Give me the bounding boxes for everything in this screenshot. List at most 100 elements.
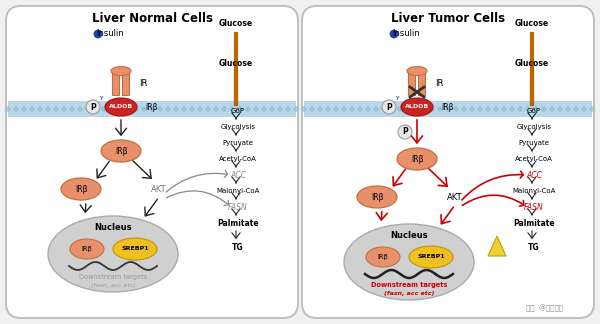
Polygon shape bbox=[197, 107, 203, 111]
Polygon shape bbox=[413, 107, 419, 111]
Text: Acetyl-CoA: Acetyl-CoA bbox=[219, 156, 257, 162]
Text: Malonyl-CoA: Malonyl-CoA bbox=[217, 188, 260, 194]
Polygon shape bbox=[94, 107, 98, 111]
FancyBboxPatch shape bbox=[113, 73, 119, 96]
Polygon shape bbox=[365, 107, 371, 111]
Polygon shape bbox=[574, 107, 578, 111]
Polygon shape bbox=[488, 236, 506, 256]
Text: FASN: FASN bbox=[228, 202, 248, 212]
Text: SREBP1: SREBP1 bbox=[417, 254, 445, 260]
Polygon shape bbox=[470, 107, 475, 111]
Text: FASN: FASN bbox=[524, 202, 544, 212]
Polygon shape bbox=[133, 107, 139, 111]
Circle shape bbox=[86, 100, 100, 114]
Text: IRβ: IRβ bbox=[377, 254, 388, 260]
Polygon shape bbox=[382, 107, 386, 111]
Text: 知乎  @一吵科学: 知乎 @一吵科学 bbox=[526, 304, 563, 312]
Text: Glucose: Glucose bbox=[219, 59, 253, 67]
Polygon shape bbox=[110, 107, 115, 111]
Text: AKT: AKT bbox=[151, 184, 167, 193]
Polygon shape bbox=[533, 107, 539, 111]
Text: Pyruvate: Pyruvate bbox=[223, 140, 254, 146]
Polygon shape bbox=[358, 107, 362, 111]
Text: Y: Y bbox=[100, 97, 103, 101]
Text: TG: TG bbox=[528, 242, 540, 251]
Text: Glycolysis: Glycolysis bbox=[221, 124, 256, 130]
Polygon shape bbox=[310, 107, 314, 111]
Polygon shape bbox=[302, 107, 307, 111]
Polygon shape bbox=[493, 107, 499, 111]
Polygon shape bbox=[542, 107, 547, 111]
Polygon shape bbox=[437, 107, 443, 111]
Text: P: P bbox=[386, 102, 392, 111]
Polygon shape bbox=[86, 107, 91, 111]
Text: Downstream targets: Downstream targets bbox=[371, 282, 447, 288]
Text: Palmitate: Palmitate bbox=[513, 218, 555, 227]
Bar bbox=[304, 101, 592, 117]
Polygon shape bbox=[77, 107, 83, 111]
Text: Y: Y bbox=[395, 97, 398, 101]
Text: Insulin: Insulin bbox=[96, 29, 124, 39]
Polygon shape bbox=[29, 107, 35, 111]
Polygon shape bbox=[205, 107, 211, 111]
Polygon shape bbox=[277, 107, 283, 111]
Ellipse shape bbox=[407, 66, 427, 75]
Polygon shape bbox=[454, 107, 458, 111]
Polygon shape bbox=[182, 107, 187, 111]
FancyBboxPatch shape bbox=[302, 6, 594, 318]
Polygon shape bbox=[589, 107, 595, 111]
FancyBboxPatch shape bbox=[6, 6, 298, 318]
Circle shape bbox=[382, 100, 396, 114]
Text: Glucose: Glucose bbox=[219, 19, 253, 29]
Text: Glycolysis: Glycolysis bbox=[517, 124, 551, 130]
Ellipse shape bbox=[344, 224, 474, 300]
Ellipse shape bbox=[397, 148, 437, 170]
Ellipse shape bbox=[366, 247, 400, 267]
Polygon shape bbox=[430, 107, 434, 111]
Text: Nucleus: Nucleus bbox=[94, 224, 132, 233]
Text: SREBP1: SREBP1 bbox=[121, 247, 149, 251]
Polygon shape bbox=[37, 107, 43, 111]
Ellipse shape bbox=[101, 140, 141, 162]
Text: IR: IR bbox=[435, 78, 443, 87]
Polygon shape bbox=[550, 107, 554, 111]
Text: Glucose: Glucose bbox=[515, 19, 549, 29]
Polygon shape bbox=[53, 107, 59, 111]
Text: AKT: AKT bbox=[447, 192, 463, 202]
Text: ALDOB: ALDOB bbox=[109, 105, 133, 110]
Polygon shape bbox=[526, 107, 530, 111]
Text: Downstream targets: Downstream targets bbox=[79, 274, 147, 280]
Ellipse shape bbox=[70, 239, 104, 259]
Text: Liver Tumor Cells: Liver Tumor Cells bbox=[391, 11, 505, 25]
Polygon shape bbox=[517, 107, 523, 111]
Text: ALDOB: ALDOB bbox=[405, 105, 429, 110]
Text: Insulin: Insulin bbox=[392, 29, 420, 39]
Text: IRβ: IRβ bbox=[441, 102, 453, 111]
Text: IRβ: IRβ bbox=[115, 146, 127, 156]
FancyBboxPatch shape bbox=[409, 73, 415, 96]
Text: Glucose: Glucose bbox=[515, 59, 549, 67]
Polygon shape bbox=[389, 107, 395, 111]
Polygon shape bbox=[566, 107, 571, 111]
Polygon shape bbox=[317, 107, 323, 111]
Ellipse shape bbox=[61, 178, 101, 200]
Ellipse shape bbox=[105, 98, 137, 116]
Polygon shape bbox=[190, 107, 194, 111]
Polygon shape bbox=[341, 107, 347, 111]
Polygon shape bbox=[5, 107, 11, 111]
Polygon shape bbox=[509, 107, 515, 111]
Text: G6P: G6P bbox=[231, 108, 245, 114]
Polygon shape bbox=[118, 107, 122, 111]
Polygon shape bbox=[101, 107, 107, 111]
Polygon shape bbox=[349, 107, 355, 111]
Text: P: P bbox=[402, 128, 408, 136]
Text: Liver Normal Cells: Liver Normal Cells bbox=[91, 11, 212, 25]
Ellipse shape bbox=[357, 186, 397, 208]
Polygon shape bbox=[221, 107, 227, 111]
Ellipse shape bbox=[111, 66, 131, 75]
Text: IRβ: IRβ bbox=[371, 192, 383, 202]
Polygon shape bbox=[485, 107, 491, 111]
Polygon shape bbox=[173, 107, 179, 111]
Circle shape bbox=[398, 125, 412, 139]
Polygon shape bbox=[334, 107, 338, 111]
